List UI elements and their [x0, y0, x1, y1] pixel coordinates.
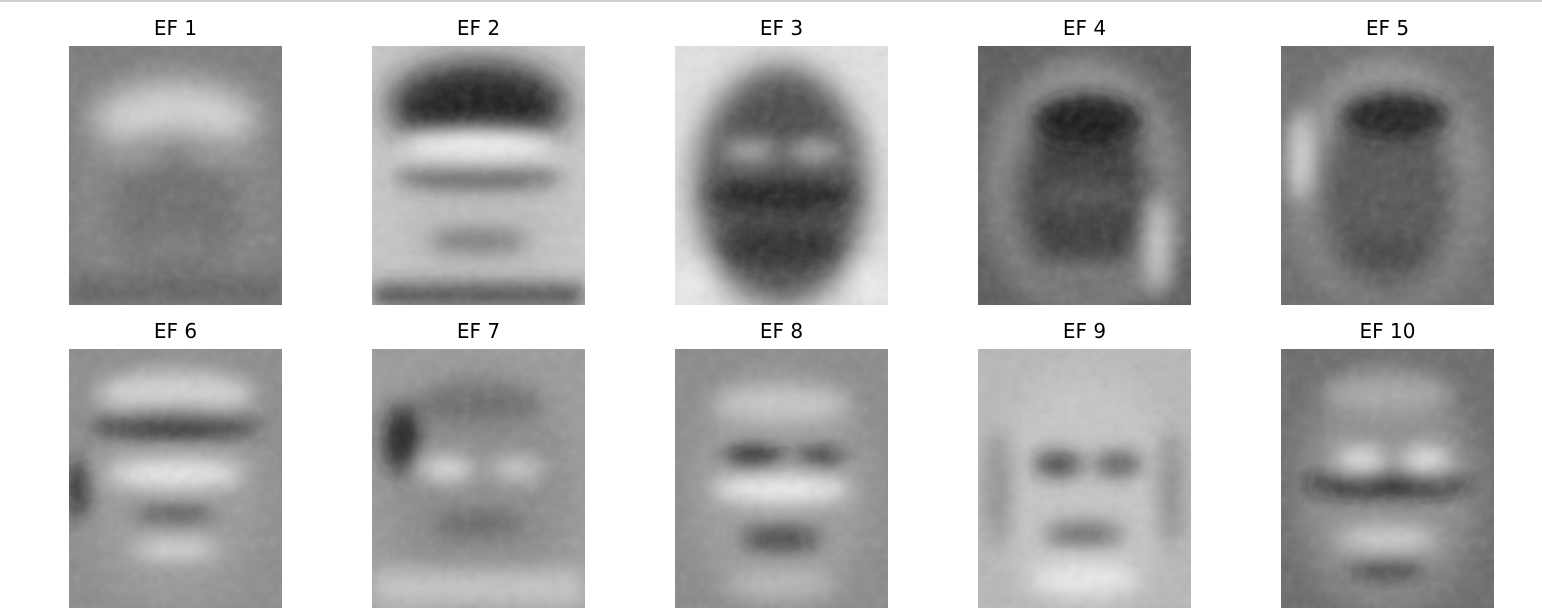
panel-title: EF 9: [1062, 319, 1107, 343]
panel-title: EF 3: [759, 16, 804, 40]
eigenface-image: [1281, 349, 1494, 608]
panel-title: EF 4: [1062, 16, 1107, 40]
panel-title: EF 6: [153, 319, 198, 343]
eigenface-image: [978, 46, 1191, 305]
panel-title: EF 7: [456, 319, 501, 343]
eigenface-image: [372, 46, 585, 305]
top-rule: [0, 0, 1542, 2]
eigenface-image: [978, 349, 1191, 608]
eigenface-image: [69, 46, 282, 305]
eigenface-image: [1281, 46, 1494, 305]
eigenface-image: [69, 349, 282, 608]
panel-title: EF 1: [153, 16, 198, 40]
panel-title: EF 2: [456, 16, 501, 40]
panel-title: EF 10: [1359, 319, 1416, 343]
eigenface-image: [372, 349, 585, 608]
panel-title: EF 5: [1365, 16, 1410, 40]
panel-title: EF 8: [759, 319, 804, 343]
eigenface-image: [675, 46, 888, 305]
eigenface-image: [675, 349, 888, 608]
